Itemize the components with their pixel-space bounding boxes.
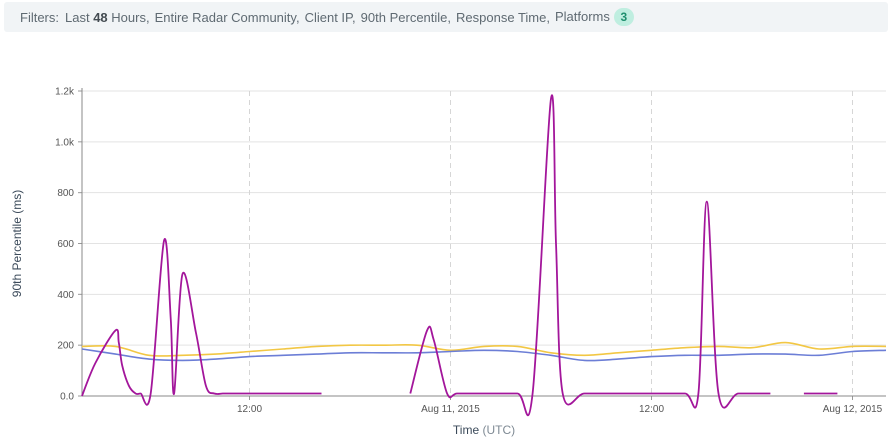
series-line-1 [81, 341, 887, 357]
filter-chip[interactable]: 90th Percentile, [360, 9, 452, 25]
x-tick-label: 12:00 [237, 404, 262, 415]
y-tick-label: 200 [57, 341, 74, 352]
y-axis-title: 90th Percentile (ms) [10, 190, 24, 297]
filter-chip-platforms[interactable]: Platforms 3 [555, 8, 634, 26]
filter-chip[interactable]: Client IP, [304, 9, 356, 25]
series-line-3 [81, 238, 322, 406]
x-tick-label: Aug 12, 2015 [823, 404, 883, 415]
platform-count-badge[interactable]: 3 [613, 8, 634, 26]
y-tick-label: 400 [57, 290, 74, 301]
filter-chip[interactable]: Response Time, [456, 9, 550, 25]
filter-chip[interactable]: Entire Radar Community, [154, 9, 300, 25]
x-axis-title-main: Time [453, 423, 483, 437]
series-line-3 [409, 94, 771, 417]
filter-bar: Filters: Last 48 Hours, Entire Radar Com… [4, 2, 888, 32]
y-tick-label: 1.2k [55, 87, 75, 98]
x-tick-label: Aug 11, 2015 [421, 404, 480, 415]
filters-label: Filters: [20, 9, 59, 25]
series-line-2 [81, 348, 887, 362]
x-axis-title: Time (UTC) [453, 423, 515, 437]
y-tick-label: 600 [57, 239, 74, 250]
filter-chip[interactable]: Last 48 Hours, [65, 9, 150, 25]
x-axis-title-unit: (UTC) [482, 423, 515, 437]
y-tick-label: 1.0k [55, 137, 75, 148]
x-tick-label: 12:00 [639, 404, 664, 415]
y-tick-label: 0.0 [60, 392, 74, 403]
y-tick-label: 800 [57, 188, 74, 199]
